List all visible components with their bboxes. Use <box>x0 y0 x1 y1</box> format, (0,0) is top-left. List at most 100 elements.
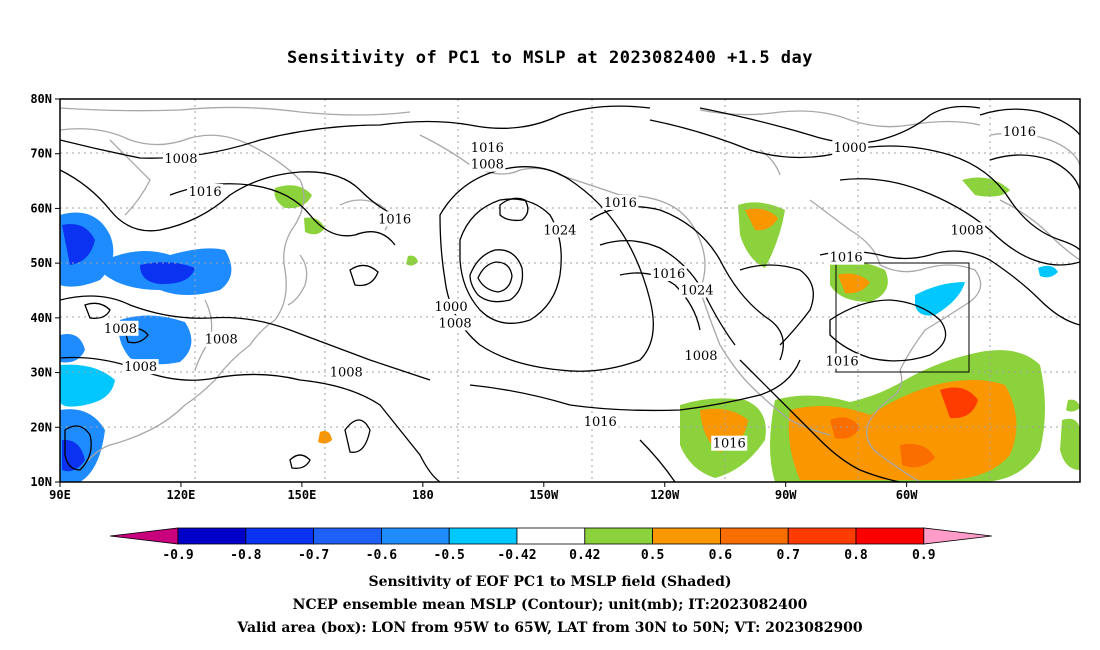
colorbar-segment <box>448 527 518 545</box>
isobar-label-bg <box>469 156 506 172</box>
colorbar-label: 0.6 <box>709 548 733 563</box>
isobar-label: 1016 <box>652 267 685 282</box>
isobar-label-bg <box>203 331 240 347</box>
lon-label: 60W <box>896 488 918 502</box>
colorbar-label: -0.7 <box>298 548 329 563</box>
isobar-label-bg <box>602 194 639 210</box>
isobar-label-bg <box>541 222 578 238</box>
colorbar: -0.9 -0.8 -0.7 -0.6 -0.5 -0.42 0.42 0.5 0.6 0.7 0.… <box>109 527 992 563</box>
lat-label: 50N <box>30 256 52 270</box>
lat-label: 80N <box>30 92 52 106</box>
isobar-label-bg <box>582 413 619 429</box>
isobar-label: 1016 <box>713 437 746 452</box>
colorbar-segment <box>177 527 247 545</box>
isobar-label-bg <box>1001 123 1038 139</box>
colorbar-low-end <box>109 527 179 545</box>
isobar-label: 1016 <box>830 251 863 266</box>
lat-label: 10N <box>30 475 52 489</box>
lon-label: 180 <box>412 488 434 502</box>
colorbar-label: 0.42 <box>569 548 600 563</box>
isobar-label: 1008 <box>330 366 363 381</box>
isobar-label-bg <box>433 298 470 314</box>
isobar-label-bg <box>469 140 506 156</box>
lat-label: 60N <box>30 201 52 215</box>
negative-sensitivity-area <box>140 262 195 285</box>
isobar-label: 1024 <box>680 284 713 299</box>
isobar-label-bg <box>683 348 720 364</box>
positive-sensitivity-area <box>830 417 860 439</box>
colorbar-segment <box>652 527 721 545</box>
lat-label: 20N <box>30 420 52 434</box>
coastlines <box>60 106 1080 482</box>
isobar-label: 1016 <box>584 415 617 430</box>
isobar-label: 1016 <box>826 355 859 370</box>
lon-label: 120E <box>166 488 195 502</box>
positive-sensitivity-area <box>1060 418 1080 470</box>
positive-sensitivity-area <box>318 431 332 444</box>
positive-sensitivity-area <box>745 208 778 231</box>
positive-sensitivity-area <box>304 217 325 235</box>
positive-sensitivity-area <box>900 443 935 468</box>
isobar-label: 1008 <box>439 316 472 331</box>
caption-contour: NCEP ensemble mean MSLP (Contour); unit(… <box>292 597 808 613</box>
colorbar-label: -0.42 <box>497 548 536 563</box>
sensitivity-shading <box>60 177 1080 482</box>
colorbar-label: -0.6 <box>366 548 397 563</box>
positive-sensitivity-area <box>1066 399 1080 412</box>
colorbar-label: -0.8 <box>230 548 261 563</box>
colorbar-segment <box>787 527 857 545</box>
colorbar-high-end <box>923 527 992 545</box>
isobar-label: 1008 <box>205 333 238 348</box>
lat-label: 70N <box>30 147 52 161</box>
isobar-label: 1016 <box>604 196 637 211</box>
isobar-label: 1008 <box>164 152 197 167</box>
positive-sensitivity-area <box>962 177 1010 197</box>
isobar-label-bg <box>162 151 199 167</box>
isobar-label: 1016 <box>189 185 222 200</box>
isobar-label: 1024 <box>543 223 576 238</box>
isobar-label-bg <box>824 353 861 369</box>
negative-sensitivity-area <box>60 364 115 407</box>
caption-shading: Sensitivity of EOF PC1 to MSLP field (Sh… <box>368 574 732 590</box>
colorbar-segment <box>855 527 925 545</box>
isobar-label-bg <box>650 266 687 282</box>
isobar-label-bg <box>828 249 865 265</box>
positive-sensitivity-area <box>940 387 978 419</box>
colorbar-segment <box>516 527 586 545</box>
colorbar-segment <box>313 527 382 545</box>
colorbar-label: -0.5 <box>434 548 465 563</box>
map-title: Sensitivity of PC1 to MSLP at 2023082400… <box>286 48 813 68</box>
isobar-label: 1000 <box>435 300 468 315</box>
negative-sensitivity-area <box>60 334 85 363</box>
colorbar-label: 0.8 <box>844 548 868 563</box>
isobar-label: 1016 <box>471 141 504 156</box>
isobar-label-bg <box>376 211 413 227</box>
lon-label: 90W <box>775 488 797 502</box>
lon-label: 120W <box>650 488 680 502</box>
isobar-label-bg <box>187 184 224 200</box>
colorbar-label: 0.7 <box>776 548 799 563</box>
latitude-axis: 80N 70N 60N 50N 40N 30N 20N 10N <box>30 92 60 489</box>
lat-label: 40N <box>30 311 52 325</box>
colorbar-label: 0.5 <box>641 548 664 563</box>
positive-sensitivity-area <box>274 185 312 209</box>
isobar-label-bg <box>102 320 139 336</box>
isobar-labels: 1016 1008 1016 1008 1016 1016 1024 1000 1016 1008… <box>102 123 1038 452</box>
isobar-label-bg <box>328 364 365 380</box>
valid-area-box <box>835 262 970 373</box>
isobar-label: 1016 <box>378 212 411 227</box>
isobar-label: 1016 <box>1003 125 1036 140</box>
isobar-label-bg <box>711 435 748 451</box>
negative-sensitivity-area <box>915 282 965 316</box>
isobar-label: 1000 <box>834 141 867 156</box>
colorbar-label: -0.9 <box>162 548 193 563</box>
caption-valid-area: Valid area (box): LON from 95W to 65W, L… <box>237 620 863 636</box>
isobar-label: 1008 <box>124 360 157 375</box>
colorbar-segment <box>584 527 653 545</box>
isobar-label: 1008 <box>104 322 137 337</box>
isobar-label-bg <box>949 222 986 238</box>
lon-label: 150W <box>529 488 559 502</box>
plot-frame <box>59 98 1081 483</box>
colorbar-segment <box>720 527 789 545</box>
